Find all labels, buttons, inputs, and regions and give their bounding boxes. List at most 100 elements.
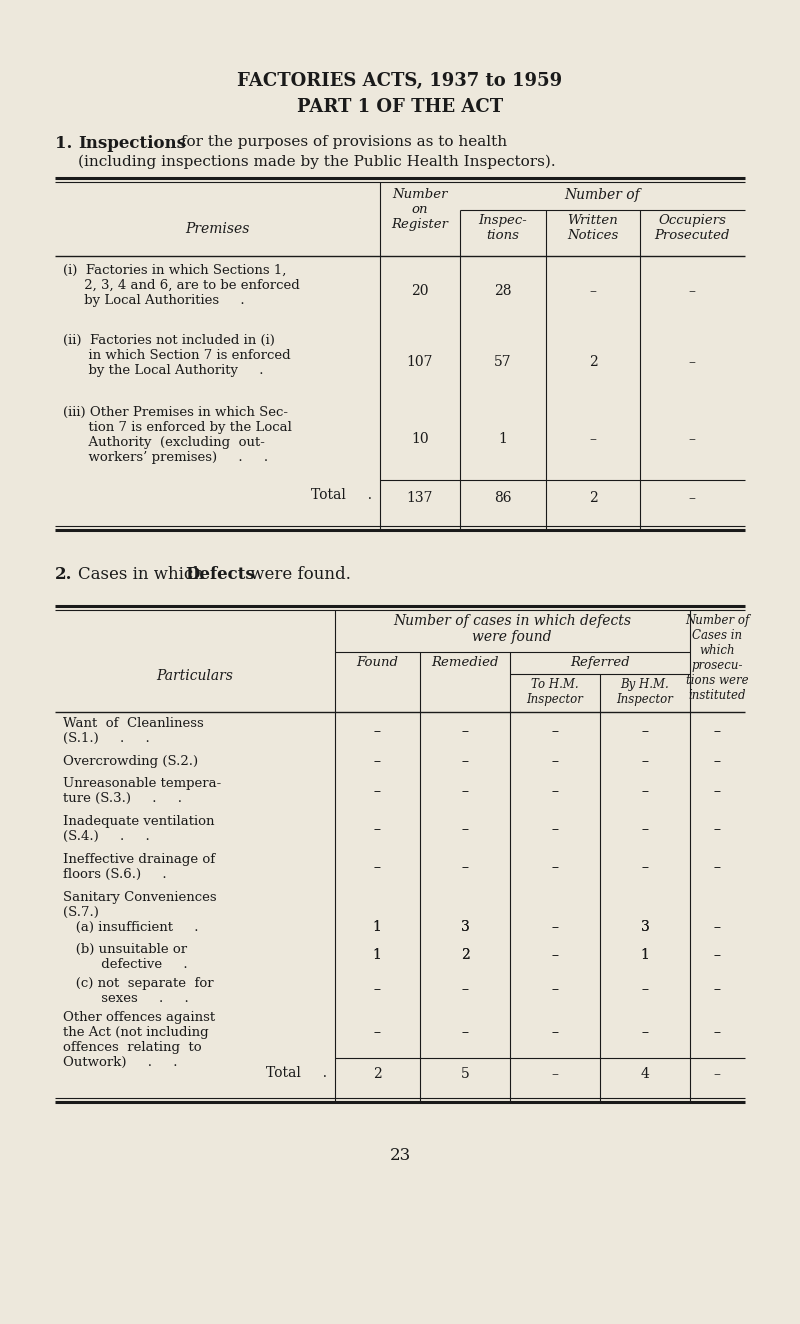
Text: –: – [374,982,381,996]
Text: –: – [551,982,558,996]
Text: –: – [689,285,695,298]
Text: –: – [689,432,695,446]
Text: –: – [551,948,558,963]
Text: –: – [462,982,469,996]
Text: Number of cases in which defects
were found: Number of cases in which defects were fo… [393,614,631,645]
Text: Particulars: Particulars [157,669,234,683]
Text: 1: 1 [373,948,382,963]
Text: To H.M.
Inspector: To H.M. Inspector [526,678,583,706]
Text: Inspec-
tions: Inspec- tions [478,214,527,242]
Text: (ii)  Factories not included in (i)
      in which Section 7 is enforced
      b: (ii) Factories not included in (i) in wh… [63,334,290,377]
Text: –: – [551,920,558,933]
Text: –: – [642,982,649,996]
Text: –: – [462,784,469,798]
Text: –: – [374,822,381,835]
Text: –: – [551,724,558,737]
Text: 3: 3 [461,920,470,933]
Text: 10: 10 [411,432,429,446]
Text: –: – [551,1025,558,1039]
Text: –: – [642,1025,649,1039]
Text: –: – [714,920,721,933]
Text: –: – [642,724,649,737]
Text: Sanitary Conveniences
(S.7.): Sanitary Conveniences (S.7.) [63,891,217,919]
Text: –: – [551,861,558,874]
Text: –: – [689,491,695,504]
Text: –: – [462,753,469,768]
Text: –: – [714,753,721,768]
Text: 20: 20 [411,285,429,298]
Text: Inadequate ventilation
(S.4.)     .     .: Inadequate ventilation (S.4.) . . [63,816,214,843]
Text: –: – [714,784,721,798]
Text: –: – [462,753,469,768]
Text: –: – [462,724,469,737]
Text: 1: 1 [641,948,650,963]
Text: –: – [714,724,721,737]
Text: Inspections: Inspections [78,135,186,152]
Text: 2.: 2. [55,565,73,583]
Text: –: – [551,784,558,798]
Text: –: – [642,1025,649,1039]
Text: (c) not  separate  for
         sexes     .     .: (c) not separate for sexes . . [63,977,214,1005]
Text: –: – [374,1025,381,1039]
Text: –: – [462,982,469,996]
Text: –: – [462,1025,469,1039]
Text: 5: 5 [461,1067,470,1080]
Text: –: – [551,1025,558,1039]
Text: –: – [462,784,469,798]
Text: 2: 2 [461,948,470,963]
Text: (including inspections made by the Public Health Inspectors).: (including inspections made by the Publi… [78,155,556,169]
Text: (a) insufficient     .: (a) insufficient . [63,922,198,933]
Text: –: – [714,1067,721,1080]
Text: 1: 1 [498,432,507,446]
Text: –: – [462,822,469,835]
Text: –: – [374,753,381,768]
Text: –: – [374,784,381,798]
Text: (iii) Other Premises in which Sec-
      tion 7 is enforced by the Local
      A: (iii) Other Premises in which Sec- tion … [63,406,292,463]
Text: –: – [714,784,721,798]
Text: –: – [689,355,695,369]
Text: –: – [374,724,381,737]
Text: –: – [642,753,649,768]
Text: –: – [551,822,558,835]
Text: –: – [714,822,721,835]
Text: Referred: Referred [570,655,630,669]
Text: FACTORIES ACTS, 1937 to 1959: FACTORIES ACTS, 1937 to 1959 [238,71,562,90]
Text: –: – [642,822,649,835]
Text: Want  of  Cleanliness
(S.1.)     .     .: Want of Cleanliness (S.1.) . . [63,718,204,745]
Text: 2: 2 [589,491,598,504]
Text: –: – [642,861,649,874]
Text: –: – [714,1025,721,1039]
Text: Number of
Cases in
which
prosecu-
tions were
instituted: Number of Cases in which prosecu- tions … [685,614,749,702]
Text: –: – [374,861,381,874]
Text: –: – [714,920,721,933]
Text: Overcrowding (S.2.): Overcrowding (S.2.) [63,755,198,768]
Text: Written
Notices: Written Notices [567,214,618,242]
Text: –: – [714,822,721,835]
Text: 2: 2 [461,948,470,963]
Text: Unreasonable tempera-
ture (S.3.)     .     .: Unreasonable tempera- ture (S.3.) . . [63,777,222,805]
Text: 1: 1 [641,948,650,963]
Text: –: – [590,432,597,446]
Text: –: – [551,1067,558,1080]
Text: Occupiers
Prosecuted: Occupiers Prosecuted [654,214,730,242]
Text: –: – [551,982,558,996]
Text: –: – [374,724,381,737]
Text: –: – [551,948,558,963]
Text: –: – [714,948,721,963]
Text: were found.: were found. [245,565,351,583]
Text: –: – [462,724,469,737]
Text: –: – [374,861,381,874]
Text: (i)  Factories in which Sections 1,
     2, 3, 4 and 6, are to be enforced
     : (i) Factories in which Sections 1, 2, 3,… [63,263,300,307]
Text: –: – [551,753,558,768]
Text: Cases in which: Cases in which [78,565,209,583]
Text: –: – [551,861,558,874]
Text: Premises: Premises [185,222,249,236]
Text: 3: 3 [641,920,650,933]
Text: 3: 3 [641,920,650,933]
Text: –: – [714,1025,721,1039]
Text: –: – [642,861,649,874]
Text: 2: 2 [373,1067,382,1080]
Text: –: – [714,861,721,874]
Text: 1: 1 [373,920,382,933]
Text: Ineffective drainage of
floors (S.6.)     .: Ineffective drainage of floors (S.6.) . [63,853,215,880]
